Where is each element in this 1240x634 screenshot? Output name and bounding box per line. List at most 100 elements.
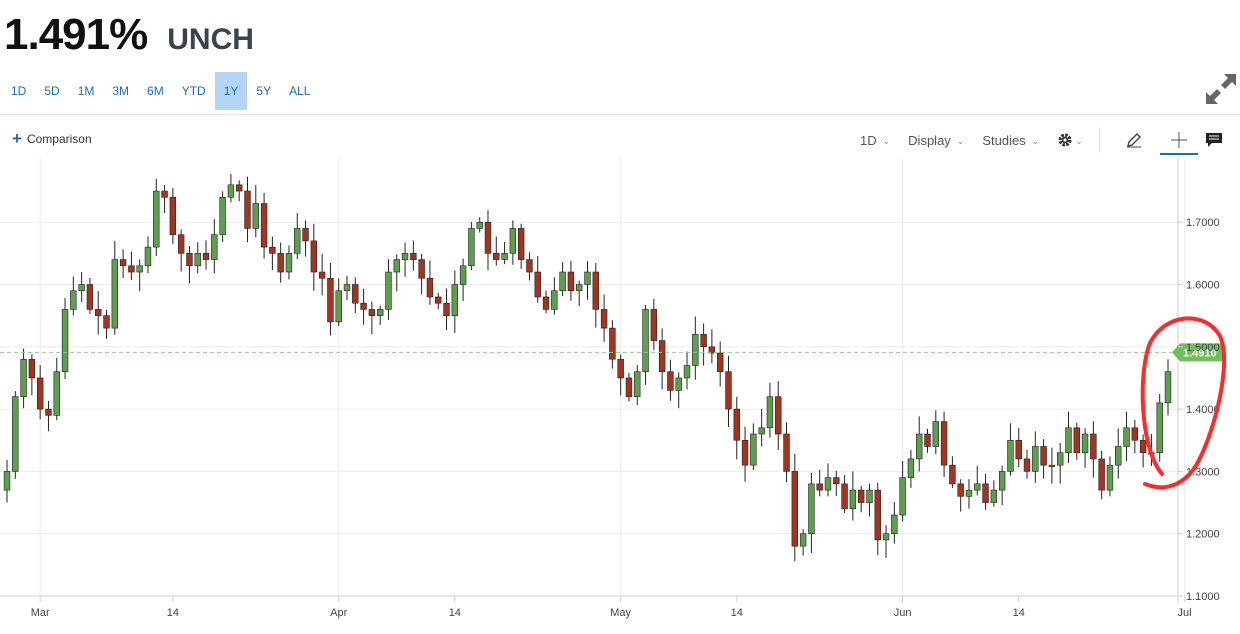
candle xyxy=(658,328,666,390)
candle-body xyxy=(576,284,583,292)
candle-body xyxy=(1156,402,1163,454)
candle-body xyxy=(907,458,915,478)
candle-body xyxy=(1115,446,1122,466)
candle-body xyxy=(625,377,633,397)
candle xyxy=(816,469,823,497)
candle xyxy=(542,290,550,314)
range-1m[interactable]: 1M xyxy=(77,84,95,98)
candle-body xyxy=(169,196,177,235)
candle-body xyxy=(833,477,840,485)
candle xyxy=(327,262,334,336)
candle-body xyxy=(551,290,558,310)
x-tick-label: Jun xyxy=(894,607,912,619)
annotation-tool-button[interactable] xyxy=(1201,126,1227,154)
candle xyxy=(78,272,85,303)
candle-body xyxy=(368,309,376,316)
pencil-icon xyxy=(1127,133,1141,148)
candle xyxy=(783,422,790,483)
candle-body xyxy=(426,277,434,298)
candle xyxy=(634,365,641,406)
candle-body xyxy=(940,421,948,466)
range-ytd[interactable]: YTD xyxy=(181,84,206,98)
candle-body xyxy=(783,433,790,472)
candle-body xyxy=(1073,427,1080,454)
candle xyxy=(28,354,36,396)
candle xyxy=(70,276,77,316)
candle xyxy=(1023,449,1031,479)
candle xyxy=(1098,450,1105,500)
range-1d[interactable]: 1D xyxy=(11,84,27,98)
quote-header: 1.491% UNCH xyxy=(4,10,254,60)
candle-body xyxy=(177,234,185,254)
candle xyxy=(1081,428,1089,468)
display-dropdown[interactable]: Display ⌄ xyxy=(908,133,964,148)
chevron-down-icon: ⌄ xyxy=(1031,136,1040,146)
candle xyxy=(775,381,782,450)
toolbar-divider xyxy=(0,114,1240,115)
candle-body xyxy=(542,296,550,310)
candle xyxy=(808,472,815,553)
y-tick-label: 1.2000 xyxy=(1186,529,1220,541)
candle xyxy=(716,341,724,387)
candle xyxy=(791,453,799,562)
candle xyxy=(53,357,60,421)
candle xyxy=(493,236,500,266)
candle xyxy=(1123,411,1130,462)
candle xyxy=(1040,439,1047,479)
candle-body xyxy=(899,477,906,516)
candle xyxy=(1073,422,1080,460)
candle xyxy=(476,217,483,233)
candle xyxy=(111,240,119,335)
studies-dropdown[interactable]: Studies ⌄ xyxy=(982,133,1039,148)
candle-body xyxy=(252,203,259,229)
candle-body xyxy=(459,265,467,285)
candle-body xyxy=(700,334,707,348)
expand-icon[interactable] xyxy=(1204,72,1238,106)
candle-body xyxy=(1048,464,1056,467)
candle xyxy=(277,242,284,283)
candle-body xyxy=(874,489,881,541)
settings-dropdown[interactable]: ⌄ xyxy=(1057,132,1083,148)
range-6m[interactable]: 6M xyxy=(147,84,164,98)
x-tick-label: 14 xyxy=(731,607,743,619)
candle xyxy=(700,323,707,366)
candle-body xyxy=(667,371,674,391)
range-5y[interactable]: 5Y xyxy=(256,84,272,98)
candle xyxy=(128,251,135,281)
crosshair-tool-button[interactable] xyxy=(1166,126,1192,154)
candle-body xyxy=(509,228,517,254)
candle xyxy=(1065,411,1072,463)
candle-body xyxy=(20,358,27,397)
comparison-button[interactable]: + Comparison xyxy=(12,130,92,147)
candle-body xyxy=(592,271,599,310)
y-tick-label: 1.7000 xyxy=(1186,217,1220,229)
candle xyxy=(103,310,110,339)
range-1y[interactable]: 1Y xyxy=(214,72,248,110)
candle xyxy=(849,471,857,521)
candle xyxy=(1032,431,1039,483)
current-price-label: 1.4910 xyxy=(1183,347,1217,359)
candle-body xyxy=(1164,371,1172,404)
candle-body xyxy=(219,196,226,235)
candle-body xyxy=(766,396,774,429)
candle xyxy=(177,229,185,272)
range-5d[interactable]: 5D xyxy=(44,84,60,98)
price-chart[interactable]: 1.4910 1.10001.20001.30001.40001.50001.6… xyxy=(0,158,1240,634)
last-price: 1.491% xyxy=(4,10,148,59)
candle xyxy=(998,465,1006,506)
candle xyxy=(708,329,716,364)
candle xyxy=(310,223,318,291)
candle-body xyxy=(493,253,500,260)
candle-body xyxy=(327,277,334,323)
candle-body xyxy=(658,340,666,373)
range-all[interactable]: ALL xyxy=(289,84,311,98)
candle-body xyxy=(161,190,168,198)
candle-body xyxy=(1040,446,1047,466)
candle-body xyxy=(70,290,77,310)
candle xyxy=(393,254,400,292)
draw-tool-button[interactable] xyxy=(1121,126,1147,154)
range-3m[interactable]: 3M xyxy=(112,84,130,98)
candle xyxy=(733,396,740,460)
y-tick-label: 1.5000 xyxy=(1186,342,1220,354)
interval-dropdown[interactable]: 1D ⌄ xyxy=(860,133,890,148)
